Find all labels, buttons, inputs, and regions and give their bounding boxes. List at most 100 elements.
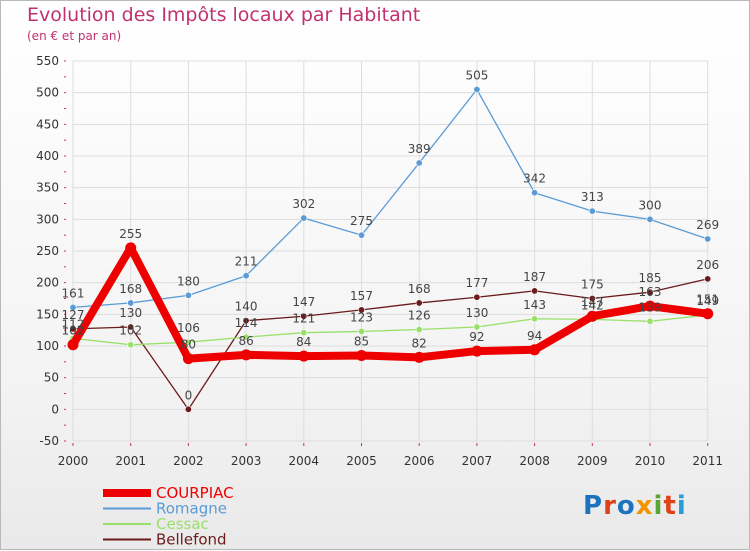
data-label: 187: [523, 270, 546, 284]
data-point: [415, 159, 423, 167]
data-label: 211: [235, 255, 258, 269]
data-label: 139: [639, 300, 662, 314]
data-point: [531, 287, 539, 295]
data-label: 185: [639, 271, 662, 285]
data-point: [588, 207, 596, 215]
data-label: 168: [119, 282, 142, 296]
data-label: 80: [181, 338, 196, 352]
data-point: [357, 327, 365, 335]
data-point: [69, 303, 77, 311]
series-group: [67, 86, 714, 413]
data-point: [127, 299, 135, 307]
data-label: 114: [235, 316, 258, 330]
legend-label: Cessac: [156, 515, 209, 533]
data-point: [298, 350, 310, 362]
proxiti-logo: Proxiti: [583, 491, 687, 521]
data-label: 275: [350, 214, 373, 228]
chart-subtitle: (en € et par an): [27, 29, 122, 43]
data-label: 127: [62, 308, 85, 322]
data-label: 92: [469, 330, 484, 344]
data-point: [704, 235, 712, 243]
data-point: [300, 312, 308, 320]
data-point: [184, 338, 192, 346]
x-tick-label: 2010: [635, 454, 666, 468]
data-label: 269: [696, 218, 719, 232]
data-label: 142: [581, 298, 604, 312]
y-tick-label: 350: [36, 181, 59, 195]
data-point: [702, 308, 714, 320]
y-tick-label: 100: [36, 339, 59, 353]
data-point: [473, 293, 481, 301]
logo-letter: t: [663, 491, 677, 521]
data-label: 505: [465, 69, 488, 83]
data-label: 0: [185, 388, 193, 402]
data-label: 255: [119, 227, 142, 241]
data-label: 168: [408, 282, 431, 296]
logo-letter: r: [603, 491, 617, 521]
x-tick-label: 2011: [692, 454, 723, 468]
x-tick-label: 2000: [58, 454, 89, 468]
legend-label: Romagne: [156, 500, 227, 518]
data-point: [646, 317, 654, 325]
x-tick-label: 2004: [289, 454, 320, 468]
data-label: 123: [350, 310, 373, 324]
data-point: [415, 326, 423, 334]
series-line-bellefond: [72, 278, 709, 410]
y-axis: -50 0 50 100 150 200 250 300 350 400 450 500 550: [36, 54, 66, 448]
data-point: [473, 86, 481, 94]
data-label: 140: [235, 300, 258, 314]
data-point: [704, 275, 712, 283]
data-point: [125, 242, 137, 254]
logo-letter: x: [635, 491, 654, 521]
data-label: 342: [523, 172, 546, 186]
data-point: [357, 231, 365, 239]
data-label: 102: [62, 324, 85, 338]
data-point: [646, 215, 654, 223]
data-point: [242, 272, 250, 280]
data-point: [531, 315, 539, 323]
logo-letter: P: [583, 491, 604, 521]
data-label: 94: [527, 329, 542, 343]
data-point: [300, 214, 308, 222]
y-tick-label: -50: [39, 434, 59, 448]
logo-letter: i: [676, 491, 687, 521]
y-tick-label: 500: [36, 86, 59, 100]
x-tick-label: 2003: [231, 454, 262, 468]
data-label: 82: [412, 336, 427, 350]
data-label: 147: [581, 295, 604, 309]
data-label: 161: [62, 286, 85, 300]
x-axis: 2000 2001 2002 2003 2004 2005 2006 2007 2008 2009…: [58, 443, 723, 468]
data-label: 147: [292, 295, 315, 309]
x-tick-label: 2006: [404, 454, 435, 468]
data-point: [644, 300, 656, 312]
logo-letter: o: [616, 491, 636, 521]
y-tick-label: 0: [51, 402, 59, 416]
data-point: [646, 288, 654, 296]
series-line-romagne: [72, 88, 709, 309]
data-label: 206: [696, 258, 719, 272]
data-label: 180: [177, 274, 200, 288]
data-point: [357, 306, 365, 314]
data-point: [356, 350, 367, 361]
data-point: [67, 339, 79, 351]
data-label: 102: [119, 324, 142, 338]
data-label: 121: [292, 312, 315, 326]
data-point: [471, 345, 483, 357]
y-tick-label: 200: [36, 276, 59, 290]
y-tick-label: 400: [36, 149, 59, 163]
data-label: 84: [296, 335, 311, 349]
data-label: 151: [696, 293, 719, 307]
x-tick-label: 2008: [519, 454, 550, 468]
data-label: 177: [465, 276, 488, 290]
data-label: 313: [581, 190, 604, 204]
logo-letter: i: [653, 491, 664, 521]
data-point: [242, 317, 250, 325]
data-label: 163: [639, 285, 662, 299]
x-tick-label: 2001: [115, 454, 146, 468]
data-label: 143: [523, 298, 546, 312]
plot-area: [72, 60, 709, 442]
x-tick-label: 2009: [577, 454, 608, 468]
